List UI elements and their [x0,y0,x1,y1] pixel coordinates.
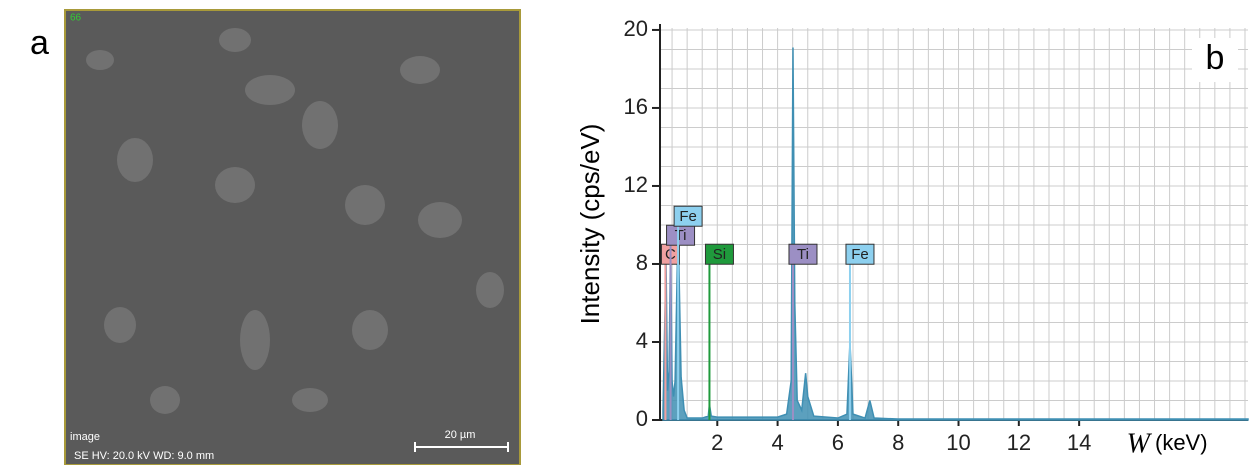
element-label: Ti [797,246,809,263]
panel-label: a [30,24,49,62]
y-tick-label: 20 [624,16,648,41]
y-tick-label: 8 [636,250,648,275]
x-tick-label: 10 [946,430,970,455]
x-tick-label: 6 [832,430,844,455]
panel-label-box [1192,38,1238,82]
y-tick-label: 16 [624,94,648,119]
element-label: Ti [675,227,687,244]
sem-image: 66 image SE HV: 20.0 kV WD: 9.0 mm 20 µm [64,9,521,465]
corner-code: 66 [70,13,82,24]
x-tick-label: 8 [892,430,904,455]
panel-label: b [1206,39,1225,77]
scale-bar [414,442,509,452]
element-label-box [845,243,875,265]
x-tick-label: 4 [771,430,783,455]
element-label-box [704,243,734,265]
image-background [64,9,521,465]
x-tick-label: 12 [1007,430,1031,455]
y-tick-label: 0 [636,406,648,431]
info-text: image [70,431,100,443]
x-tick-label: 2 [711,430,723,455]
x-tick-label: 14 [1067,430,1091,455]
x-axis-label-symbol: W [1127,428,1153,459]
element-label: Si [713,246,726,263]
y-axis-label: Intensity (cps/eV) [575,124,605,325]
y-tick-label: 12 [624,172,648,197]
x-axis-label-unit: (keV) [1155,430,1208,455]
particles [86,28,504,414]
element-label: Fe [851,246,869,263]
info-text: SE HV: 20.0 kV WD: 9.0 mm [74,450,214,462]
spectrum [662,47,1249,421]
element-label-box [673,205,703,227]
y-tick-label: 4 [636,328,648,353]
element-label: Fe [679,208,697,225]
scale-bar-label: 20 µm [445,429,476,441]
element-label-box [788,243,818,265]
